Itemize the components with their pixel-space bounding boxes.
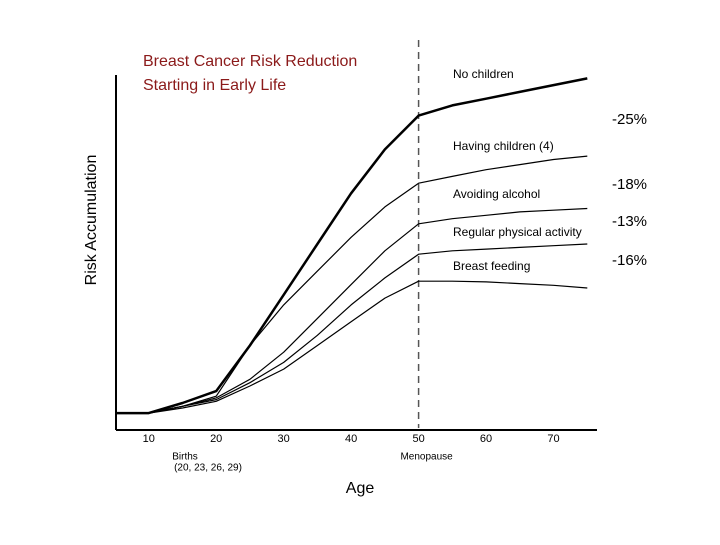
series-label: Regular physical activity <box>453 225 582 239</box>
series-label: Having children (4) <box>453 139 554 153</box>
series-label: Breast feeding <box>453 259 530 273</box>
x-axis-label: Age <box>346 480 375 497</box>
x-tick-label: 40 <box>345 433 357 445</box>
chart-title: Breast Cancer Risk Reduction <box>143 53 357 70</box>
x-tick-label: 10 <box>143 433 155 445</box>
x-tick-label: 70 <box>547 433 559 445</box>
series-line <box>115 77 588 415</box>
y-axis-label: Risk Accumulation <box>83 155 100 286</box>
x-tick-label: 30 <box>278 433 290 445</box>
x-tick-label: 60 <box>480 433 492 445</box>
annotation: (20, 23, 26, 29) <box>174 463 242 474</box>
series-label: No children <box>453 67 514 81</box>
annotation: Births <box>172 452 198 463</box>
x-tick-label: 50 <box>412 433 424 445</box>
series-label: Avoiding alcohol <box>453 187 540 201</box>
reduction-label: -13% <box>612 213 647 230</box>
annotation: Menopause <box>400 452 453 463</box>
chart-title: Starting in Early Life <box>143 77 286 94</box>
series-line <box>115 280 588 414</box>
x-tick-label: 20 <box>210 433 222 445</box>
reduction-label: -25% <box>612 111 647 128</box>
reduction-label: -16% <box>612 252 647 269</box>
series-line <box>115 243 588 414</box>
reduction-label: -18% <box>612 176 647 193</box>
